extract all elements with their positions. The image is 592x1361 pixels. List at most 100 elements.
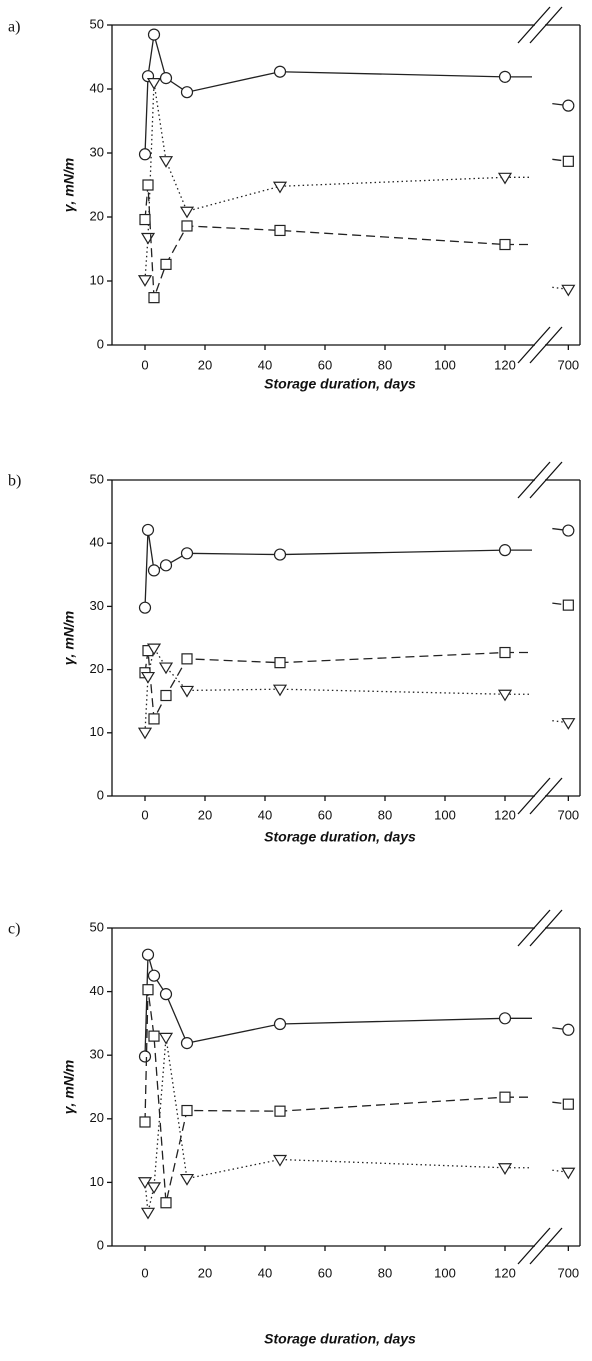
axis-break [529, 326, 563, 364]
marker-square [562, 1098, 574, 1110]
y-axis-label: γ, mN/m [61, 611, 77, 665]
y-tick-label: 20 [90, 661, 104, 676]
marker-triangle [272, 181, 288, 194]
x-axis-label: Storage duration, days [264, 1331, 416, 1347]
marker-triangle [146, 1182, 162, 1195]
x-tick-label: 20 [198, 807, 212, 822]
marker-circle [180, 547, 194, 560]
marker-circle [147, 564, 161, 577]
axis-break [529, 461, 563, 499]
y-tick-label: 20 [90, 208, 104, 223]
x-axis-label: Storage duration, days [264, 376, 416, 392]
marker-square [562, 599, 574, 611]
marker-triangle [272, 1154, 288, 1167]
y-tick-label: 40 [90, 80, 104, 95]
panel-label: c) [8, 921, 20, 938]
line-extension [552, 602, 569, 606]
x-tick-label: 40 [258, 357, 272, 372]
x-tick-label: 120 [494, 807, 516, 822]
marker-square [142, 179, 154, 191]
x-tick-label: 700 [557, 807, 579, 822]
marker-triangle [179, 685, 195, 698]
marker-circle [180, 86, 194, 99]
marker-circle [498, 544, 512, 557]
y-tick-label: 0 [97, 1237, 104, 1252]
x-tick-label: 120 [494, 357, 516, 372]
marker-triangle [561, 718, 576, 730]
marker-circle [180, 1037, 194, 1050]
x-tick-label: 120 [494, 1265, 516, 1280]
line-extension [552, 158, 569, 162]
marker-triangle [140, 1207, 156, 1220]
series-line [144, 34, 506, 155]
series-line [144, 82, 506, 280]
marker-circle [273, 1017, 287, 1031]
marker-square [499, 1091, 511, 1103]
marker-square [499, 238, 511, 251]
x-tick-label: 20 [198, 357, 212, 372]
marker-square [139, 213, 151, 226]
x-tick-label: 100 [434, 807, 456, 822]
axis-break [529, 1227, 563, 1265]
series-line [144, 650, 506, 722]
marker-square [499, 646, 511, 659]
marker-square [148, 713, 160, 725]
marker-triangle [137, 727, 153, 740]
axis-break [517, 1227, 551, 1265]
x-tick-label: 80 [378, 807, 392, 822]
marker-circle [273, 65, 287, 78]
y-tick-label: 0 [97, 787, 104, 802]
marker-triangle [179, 206, 195, 219]
x-tick-label: 40 [258, 807, 272, 822]
axis-break [529, 777, 563, 815]
marker-square [139, 1116, 151, 1128]
marker-circle [159, 988, 173, 1001]
y-tick-label: 10 [90, 1174, 104, 1189]
x-tick-label: 700 [557, 357, 579, 372]
x-tick-label: 700 [557, 1265, 579, 1280]
marker-square [562, 155, 574, 167]
series-line [144, 184, 506, 298]
marker-triangle [158, 1032, 174, 1045]
x-tick-label: 40 [258, 1265, 272, 1280]
marker-triangle [140, 671, 156, 684]
y-tick-label: 30 [90, 144, 104, 159]
x-tick-label: 100 [434, 357, 456, 372]
axis-break [517, 326, 551, 364]
axis-break [529, 909, 563, 947]
y-axis-label: γ, mN/m [61, 158, 77, 212]
marker-circle [159, 72, 173, 85]
y-tick-label: 50 [90, 471, 104, 486]
marker-triangle [497, 1163, 513, 1175]
marker-circle [498, 1012, 512, 1025]
y-tick-label: 50 [90, 16, 104, 31]
y-tick-label: 50 [90, 919, 104, 934]
panel-label: b) [8, 473, 21, 490]
x-tick-label: 0 [141, 807, 148, 822]
marker-circle [138, 601, 152, 614]
marker-triangle [497, 689, 513, 702]
marker-circle [498, 70, 512, 83]
marker-triangle [137, 275, 153, 287]
marker-circle [138, 148, 152, 161]
marker-triangle [497, 172, 513, 185]
marker-triangle [146, 78, 162, 90]
marker-triangle [158, 662, 174, 675]
x-tick-label: 100 [434, 1265, 456, 1280]
y-tick-label: 40 [90, 535, 104, 550]
y-tick-label: 30 [90, 598, 104, 613]
x-tick-label: 20 [198, 1265, 212, 1280]
marker-square [181, 220, 193, 232]
marker-circle [562, 524, 575, 537]
marker-circle [141, 523, 155, 537]
series-line [144, 954, 506, 1057]
marker-square [274, 1105, 286, 1117]
marker-triangle [561, 284, 576, 297]
axis-break [517, 6, 551, 44]
series-line [144, 1037, 506, 1213]
marker-square [142, 984, 154, 996]
marker-circle [147, 28, 161, 41]
x-tick-label: 80 [378, 357, 392, 372]
marker-circle [138, 1050, 152, 1063]
